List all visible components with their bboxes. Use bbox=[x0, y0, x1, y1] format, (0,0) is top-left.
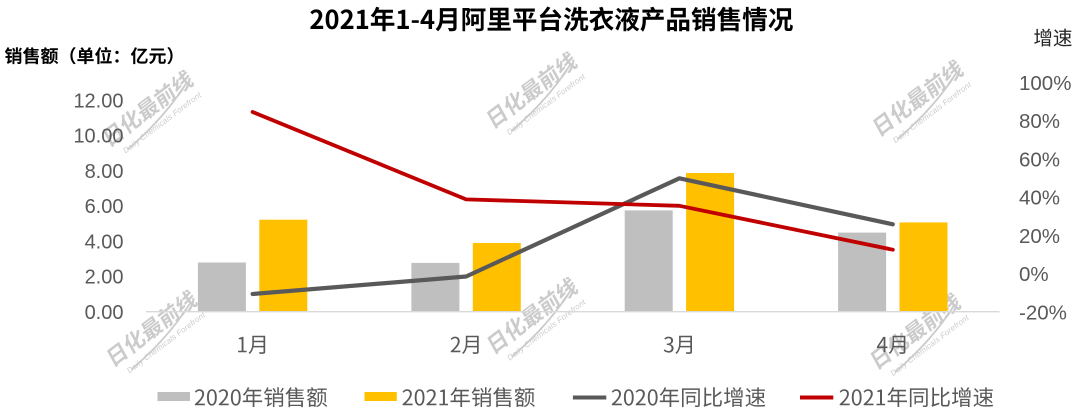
svg-text:-20%: -20% bbox=[1019, 301, 1067, 324]
svg-text:6.00: 6.00 bbox=[85, 196, 124, 218]
svg-text:60%: 60% bbox=[1019, 149, 1060, 172]
svg-text:0.00: 0.00 bbox=[85, 302, 124, 324]
svg-text:2.00: 2.00 bbox=[85, 267, 124, 289]
svg-text:100%: 100% bbox=[1019, 72, 1071, 95]
svg-text:8.00: 8.00 bbox=[85, 161, 124, 183]
svg-text:80%: 80% bbox=[1019, 110, 1060, 133]
svg-text:12.00: 12.00 bbox=[73, 90, 123, 112]
svg-text:20%: 20% bbox=[1019, 225, 1060, 248]
svg-text:40%: 40% bbox=[1019, 187, 1060, 210]
svg-text:4.00: 4.00 bbox=[85, 231, 124, 253]
svg-text:10.00: 10.00 bbox=[73, 126, 123, 148]
svg-text:0%: 0% bbox=[1019, 263, 1049, 286]
